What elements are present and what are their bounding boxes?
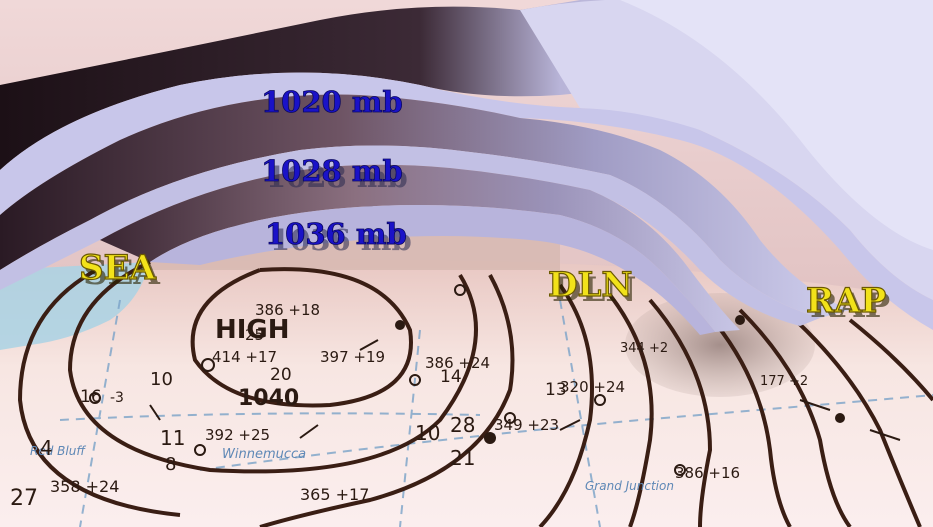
place-winnemucca: Winnemucca [222,447,306,462]
station-dots [395,315,845,444]
temp-10: 27 [10,486,38,511]
pressure-label-shadow-1028: 1028 mb [266,160,408,194]
temp-4: 14 [440,367,462,387]
station-shadow-dln: DLN [552,270,636,310]
temp-7: 10 [415,421,440,445]
station-shadow-rap: RAP [810,286,890,326]
station-circles [89,284,686,476]
obs-12: 177 +2 [760,374,808,389]
temp-8: 28 [450,413,475,437]
obs-8: 386 +16 [675,464,740,482]
isobar-surface-1028 [0,94,850,318]
station-label-dln: DLN [548,265,632,305]
obs-11: 344 +2 [620,341,668,356]
temp-2: 25 [245,326,264,344]
isobar-surface-1036 [100,164,740,332]
temp-6: 11 [160,426,185,450]
terrain-patch [625,293,815,397]
map-isobars [17,260,933,527]
state-boundaries [59,299,933,527]
isobar-surface-1020-edge [0,72,933,330]
obs-9: 365 +17 [300,485,369,504]
obs-1: 386 +18 [255,301,320,319]
temp-9: 21 [450,446,475,470]
pressure-label-1020: 1020 mb [261,85,403,119]
map-annotations: HIGH 1040 Winnemucca Red Bluff Grand Jun… [10,301,808,511]
wind-barbs [149,339,901,441]
pressure-label-1036: 1036 mb [265,217,407,251]
obs-4: 386 +24 [425,354,490,372]
temp-13: 16 [80,387,102,407]
obs-3: 397 +19 [320,348,385,366]
temp-1: 10 [150,369,173,390]
temp-12: 8 [165,454,176,475]
place-grand-junction: Grand Junction [585,479,674,493]
obs-7: 349 +23 [494,416,559,434]
isobar-surface-1028-edge [0,145,820,326]
obs-5: 392 +25 [205,426,270,444]
place-red-bluff: Red Bluff [30,444,86,458]
temp-11: 4 [40,436,53,460]
obs-2: 414 +17 [212,348,277,366]
station-label-sea: SEA [79,248,156,288]
high-pressure-label: HIGH [215,315,290,345]
isobar-surface-1036-edge [150,205,715,335]
temp-3: 20 [270,365,292,385]
obs-10: 358 +24 [50,477,119,496]
station-shadow-sea: SEA [83,253,160,293]
pressure-label-shadow-1036: 1036 mb [270,223,412,257]
isobar-1040-label: 1040 [238,386,299,411]
temp-14: -3 [110,390,124,406]
station-label-rap: RAP [806,281,886,321]
temp-5: 13 [545,380,567,400]
pressure-label-1028: 1028 mb [261,154,403,188]
isobar-surface-highlight [620,0,933,250]
obs-6: 320 +24 [560,378,625,396]
